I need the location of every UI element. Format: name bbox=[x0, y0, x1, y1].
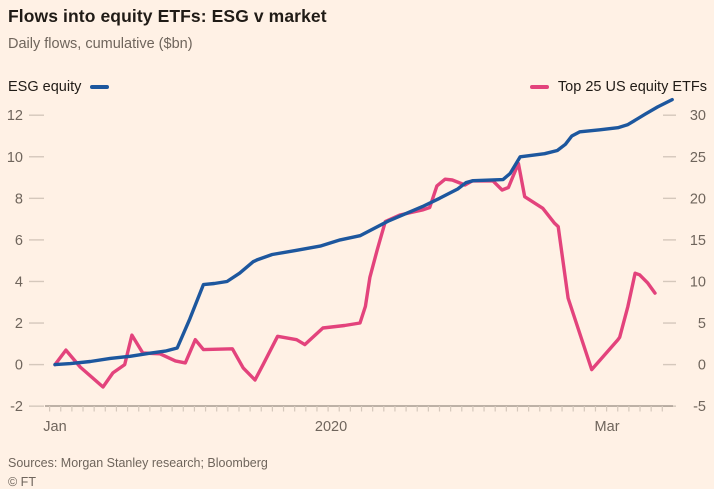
left-axis-label: 6 bbox=[15, 233, 23, 249]
left-axis-label: -2 bbox=[10, 399, 23, 415]
left-axis-label: 2 bbox=[15, 316, 23, 332]
left-axis-label: 4 bbox=[15, 274, 23, 290]
right-axis-label: 25 bbox=[690, 150, 706, 166]
legend-line-swatch-pink bbox=[529, 85, 549, 89]
right-axis-label: -5 bbox=[693, 399, 706, 415]
legend-item-top25: Top 25 US equity ETFs bbox=[529, 79, 707, 95]
x-axis-label-mar: Mar bbox=[595, 419, 620, 435]
ft-credit: © FT bbox=[8, 475, 36, 489]
x-axis-label-jan: Jan bbox=[43, 419, 66, 435]
x-axis-label-2020: 2020 bbox=[315, 419, 347, 435]
left-axis-label: 0 bbox=[15, 358, 23, 374]
left-axis-label: 10 bbox=[7, 150, 23, 166]
chart-title: Flows into equity ETFs: ESG v market bbox=[8, 6, 327, 26]
left-axis-label: 12 bbox=[7, 108, 23, 124]
left-axis-label: 8 bbox=[15, 191, 23, 207]
source-note: Sources: Morgan Stanley research; Bloomb… bbox=[8, 456, 268, 470]
right-axis-label: 15 bbox=[690, 233, 706, 249]
right-axis-label: 5 bbox=[698, 316, 706, 332]
legend-label-esg-equity: ESG equity bbox=[8, 79, 82, 95]
legend-line-swatch-blue bbox=[90, 85, 110, 89]
legend-item-esg-equity: ESG equity bbox=[8, 79, 110, 95]
right-axis-label: 10 bbox=[690, 274, 706, 290]
series-line-esg-equity bbox=[53, 97, 674, 367]
right-axis-label: 0 bbox=[698, 358, 706, 374]
legend-label-top25: Top 25 US equity ETFs bbox=[557, 79, 707, 95]
legend: ESG equity Top 25 US equity ETFs bbox=[8, 78, 707, 96]
chart-subtitle: Daily flows, cumulative ($bn) bbox=[8, 36, 193, 52]
right-axis-label: 20 bbox=[690, 191, 706, 207]
right-axis-label: 30 bbox=[690, 108, 706, 124]
series-line-top25-etfs bbox=[53, 161, 657, 389]
